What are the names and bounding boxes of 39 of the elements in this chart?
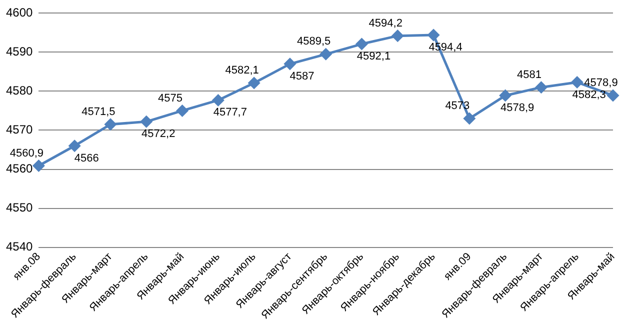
point bbox=[356, 38, 368, 50]
data-label: 4594,2 bbox=[368, 17, 402, 30]
point bbox=[392, 30, 404, 42]
y-tick-label: 4550 bbox=[6, 200, 34, 215]
data-label: 4578,9 bbox=[500, 102, 534, 114]
point bbox=[320, 48, 332, 60]
point bbox=[284, 58, 296, 70]
y-tick-label: 4590 bbox=[6, 44, 34, 59]
y-tick-label: 4560 bbox=[6, 162, 34, 176]
y-tick-label: 4570 bbox=[6, 122, 34, 137]
data-label: 4587 bbox=[290, 70, 314, 82]
data-label: 4572,2 bbox=[142, 128, 176, 140]
y-tick-label: 4580 bbox=[6, 84, 34, 98]
data-label: 4566 bbox=[74, 152, 99, 164]
data-label: 4589,5 bbox=[297, 36, 331, 48]
point bbox=[500, 90, 512, 102]
point bbox=[607, 90, 619, 102]
point bbox=[104, 118, 116, 130]
point bbox=[464, 112, 476, 124]
y-tick-label: 4600 bbox=[6, 6, 34, 20]
data-label: 4582,3 bbox=[572, 88, 606, 101]
point bbox=[32, 160, 44, 172]
data-label: 4560,9 bbox=[10, 147, 44, 160]
y-tick-label: 4540 bbox=[6, 240, 34, 254]
data-label: 4581 bbox=[516, 68, 542, 81]
point bbox=[571, 76, 583, 88]
data-label: 4582,1 bbox=[225, 64, 259, 77]
point bbox=[176, 104, 188, 116]
point bbox=[68, 140, 80, 152]
data-label: 4577,7 bbox=[213, 106, 247, 119]
data-label: 4578,9 bbox=[584, 77, 618, 90]
data-label: 4592,1 bbox=[356, 50, 391, 63]
point bbox=[535, 82, 547, 94]
data-label: 4571,5 bbox=[82, 106, 116, 118]
point bbox=[140, 116, 152, 128]
data-label: 4575 bbox=[158, 92, 183, 104]
point bbox=[212, 94, 224, 106]
point bbox=[248, 77, 260, 89]
point bbox=[428, 29, 440, 41]
